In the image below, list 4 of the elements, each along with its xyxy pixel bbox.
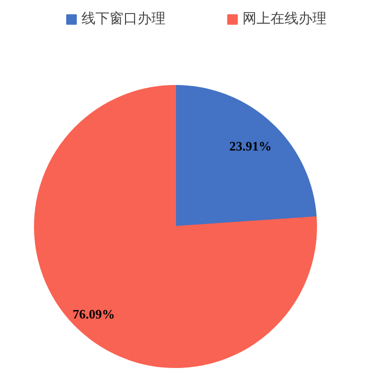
- legend-label: 网上在线办理: [242, 10, 326, 28]
- data-label: 76.09%: [72, 306, 115, 322]
- legend-label: 线下窗口办理: [82, 10, 166, 28]
- data-label: 23.91%: [229, 138, 272, 154]
